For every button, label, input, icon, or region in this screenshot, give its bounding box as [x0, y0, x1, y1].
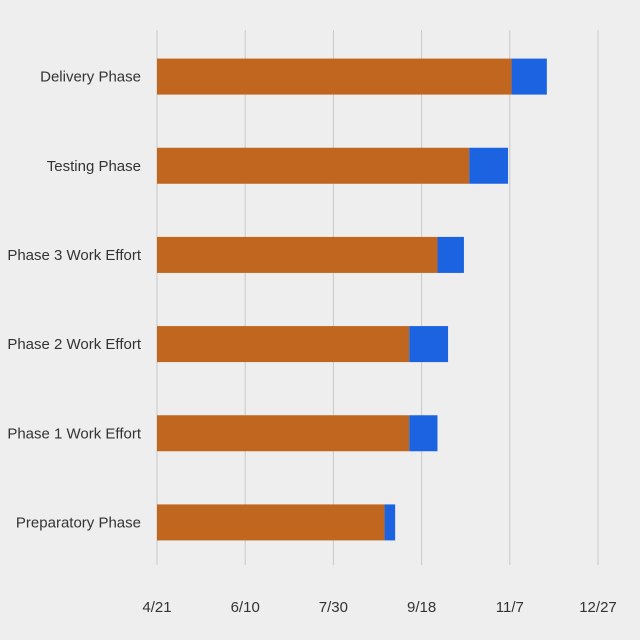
- x-tick-label: 6/10: [231, 599, 260, 616]
- bar-series-2-0: [511, 58, 547, 95]
- bar-series-2-4: [409, 415, 438, 452]
- category-labels: Delivery Phase Testing Phase Phase 3 Work …: [7, 69, 142, 532]
- bar-series-1-3: [157, 326, 410, 363]
- gridlines: [156, 30, 599, 565]
- bar-series-1-2: [157, 236, 438, 273]
- bar-series-1-5: [157, 504, 385, 541]
- category-label: Phase 2 Work Effort: [7, 336, 142, 353]
- x-tick-label: 12/27: [579, 599, 617, 616]
- x-tick-label: 4/21: [142, 599, 171, 616]
- category-label: Testing Phase: [47, 158, 141, 175]
- category-label: Preparatory Phase: [16, 514, 141, 531]
- bar-series-1-4: [157, 415, 410, 452]
- x-tick-label: 9/18: [407, 599, 436, 616]
- bars: [157, 58, 547, 541]
- x-tick-label: 11/7: [496, 599, 524, 616]
- bar-series-2-5: [384, 504, 396, 541]
- bar-series-1-0: [157, 58, 512, 95]
- x-tick-label: 7/30: [319, 599, 348, 616]
- category-label: Phase 1 Work Effort: [7, 425, 142, 442]
- bar-series-2-1: [469, 147, 509, 184]
- category-label: Phase 3 Work Effort: [7, 247, 142, 264]
- category-label: Delivery Phase: [40, 69, 141, 86]
- x-axis-ticks: 4/21 6/10 7/30 9/18 11/7 12/27: [142, 599, 616, 616]
- bar-series-2-3: [409, 326, 449, 363]
- bar-series-2-2: [437, 236, 464, 273]
- bar-series-1-1: [157, 147, 470, 184]
